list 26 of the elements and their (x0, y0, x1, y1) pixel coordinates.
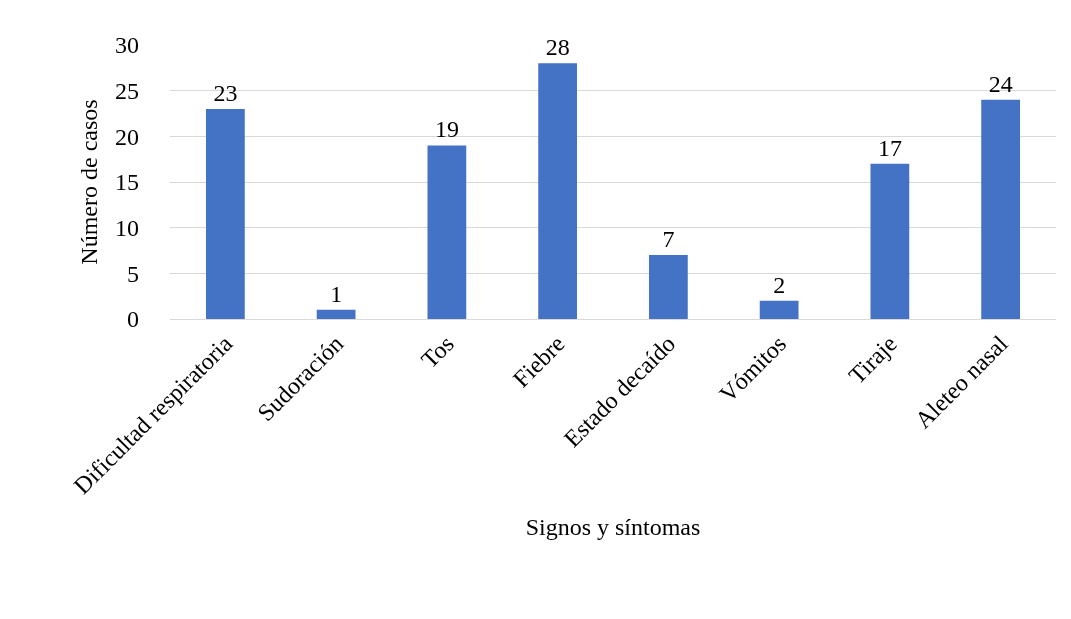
y-tick-label: 20 (115, 123, 139, 150)
bar (759, 300, 799, 319)
x-tick-label: Tos (416, 330, 459, 374)
y-tick-label: 0 (127, 306, 139, 333)
data-label: 17 (877, 134, 902, 161)
data-label: 2 (773, 271, 786, 298)
y-tick-label: 30 (115, 32, 139, 59)
y-tick-label: 25 (115, 78, 139, 105)
y-tick-label: 10 (115, 215, 139, 242)
data-label: 1 (330, 280, 343, 307)
data-label: 19 (434, 116, 459, 143)
x-axis-title: Signos y síntomas (525, 514, 701, 541)
data-label: 24 (988, 70, 1013, 97)
bar (538, 63, 578, 319)
data-label: 7 (662, 226, 675, 253)
y-axis-title: Número de casos (76, 99, 103, 265)
y-tick-label: 15 (115, 169, 139, 196)
bar (648, 255, 688, 319)
data-label: 23 (213, 79, 238, 106)
data-label: 28 (545, 34, 570, 61)
bar (316, 309, 356, 319)
bar (870, 163, 910, 319)
y-tick-label: 5 (127, 260, 139, 287)
bar (205, 108, 245, 319)
bar (981, 99, 1021, 319)
bar (427, 145, 467, 319)
